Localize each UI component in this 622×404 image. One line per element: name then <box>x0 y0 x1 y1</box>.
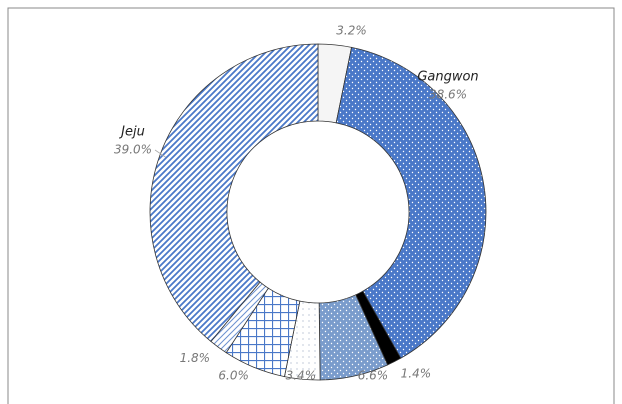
data-label: 39.0% <box>114 143 152 157</box>
donut-slice <box>149 43 319 343</box>
data-label: 3.4% <box>286 369 317 383</box>
data-label: 6.0% <box>218 369 249 383</box>
donut-slice <box>335 46 487 359</box>
data-label: 6.6% <box>358 369 389 383</box>
frame <box>7 7 615 404</box>
data-label: 1.4% <box>401 367 432 381</box>
data-label: 3.2% <box>336 23 367 37</box>
data-label: 38.6% <box>429 88 467 102</box>
slice-name: Jeju <box>118 125 145 140</box>
leader-line <box>154 149 166 158</box>
data-label: 1.8% <box>180 351 211 365</box>
slice-name: Gangwon <box>417 70 478 85</box>
